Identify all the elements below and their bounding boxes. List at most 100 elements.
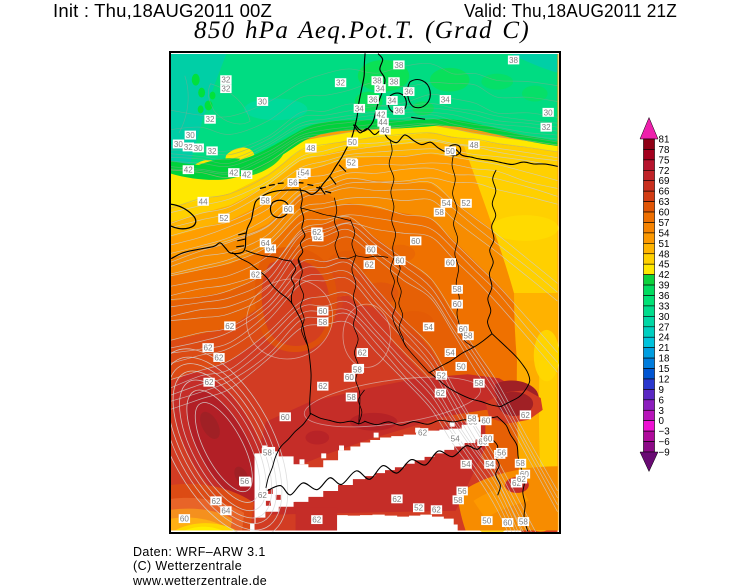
svg-text:42: 42 bbox=[377, 110, 387, 119]
svg-text:0: 0 bbox=[659, 416, 665, 427]
svg-text:50: 50 bbox=[446, 147, 456, 156]
svg-text:50: 50 bbox=[348, 138, 358, 147]
svg-text:64: 64 bbox=[261, 239, 271, 248]
svg-text:48: 48 bbox=[659, 249, 670, 260]
svg-text:64: 64 bbox=[221, 507, 231, 516]
svg-text:15: 15 bbox=[659, 364, 670, 375]
svg-text:54: 54 bbox=[451, 435, 461, 444]
svg-text:62: 62 bbox=[517, 475, 527, 484]
svg-text:60: 60 bbox=[520, 470, 530, 479]
svg-text:58: 58 bbox=[464, 332, 474, 341]
svg-text:62: 62 bbox=[521, 411, 531, 420]
svg-text:56: 56 bbox=[289, 178, 299, 187]
svg-text:30: 30 bbox=[544, 108, 554, 117]
svg-text:46: 46 bbox=[381, 126, 391, 135]
svg-text:9: 9 bbox=[659, 385, 664, 396]
svg-text:38: 38 bbox=[389, 78, 399, 87]
svg-text:60: 60 bbox=[411, 237, 421, 246]
svg-text:62: 62 bbox=[205, 378, 215, 387]
svg-text:54: 54 bbox=[300, 169, 310, 178]
svg-text:62: 62 bbox=[358, 349, 368, 358]
svg-text:27: 27 bbox=[659, 322, 670, 333]
svg-text:44: 44 bbox=[379, 118, 389, 127]
svg-text:60: 60 bbox=[345, 373, 355, 382]
svg-text:62: 62 bbox=[436, 389, 446, 398]
svg-text:21: 21 bbox=[659, 343, 670, 354]
svg-text:57: 57 bbox=[659, 218, 670, 229]
svg-text:58: 58 bbox=[347, 393, 357, 402]
svg-text:54: 54 bbox=[442, 199, 452, 208]
svg-text:30: 30 bbox=[659, 312, 670, 323]
svg-text:51: 51 bbox=[659, 239, 670, 250]
svg-text:52: 52 bbox=[219, 214, 229, 223]
svg-text:18: 18 bbox=[659, 354, 670, 365]
svg-text:39: 39 bbox=[659, 281, 670, 292]
svg-text:32: 32 bbox=[542, 123, 552, 132]
svg-text:32: 32 bbox=[221, 85, 231, 94]
svg-text:58: 58 bbox=[454, 496, 464, 505]
svg-text:56: 56 bbox=[240, 477, 250, 486]
svg-text:32: 32 bbox=[184, 143, 194, 152]
svg-text:58: 58 bbox=[467, 415, 477, 424]
svg-text:60: 60 bbox=[318, 307, 328, 316]
svg-text:38: 38 bbox=[394, 61, 404, 70]
svg-text:52: 52 bbox=[414, 504, 424, 513]
svg-text:62: 62 bbox=[312, 228, 322, 237]
svg-text:48: 48 bbox=[306, 144, 316, 153]
svg-text:58: 58 bbox=[435, 208, 445, 217]
svg-text:48: 48 bbox=[469, 141, 479, 150]
svg-text:33: 33 bbox=[659, 301, 670, 312]
svg-text:32: 32 bbox=[208, 147, 218, 156]
svg-text:62: 62 bbox=[211, 497, 221, 506]
svg-text:54: 54 bbox=[446, 349, 456, 358]
svg-text:45: 45 bbox=[659, 260, 670, 271]
svg-text:60: 60 bbox=[503, 519, 513, 528]
svg-text:54: 54 bbox=[462, 460, 472, 469]
svg-text:30: 30 bbox=[194, 144, 204, 153]
svg-text:75: 75 bbox=[659, 155, 670, 166]
svg-text:42: 42 bbox=[659, 270, 670, 281]
svg-text:62: 62 bbox=[418, 429, 428, 438]
svg-text:62: 62 bbox=[392, 495, 402, 504]
svg-text:62: 62 bbox=[432, 506, 442, 515]
svg-text:62: 62 bbox=[251, 270, 261, 279]
svg-text:60: 60 bbox=[395, 257, 405, 266]
svg-text:63: 63 bbox=[659, 197, 670, 208]
svg-text:52: 52 bbox=[347, 159, 357, 168]
svg-text:60: 60 bbox=[180, 515, 190, 524]
svg-text:12: 12 bbox=[659, 374, 670, 385]
svg-text:60: 60 bbox=[281, 413, 291, 422]
svg-text:81: 81 bbox=[659, 135, 670, 146]
svg-text:−3: −3 bbox=[659, 427, 671, 438]
svg-text:62: 62 bbox=[365, 261, 375, 270]
svg-text:62: 62 bbox=[204, 344, 214, 353]
svg-text:3: 3 bbox=[659, 406, 665, 417]
svg-text:36: 36 bbox=[659, 291, 670, 302]
svg-text:60: 60 bbox=[483, 435, 493, 444]
svg-text:52: 52 bbox=[437, 371, 447, 380]
svg-text:32: 32 bbox=[206, 115, 216, 124]
svg-text:42: 42 bbox=[242, 171, 252, 180]
svg-text:32: 32 bbox=[336, 79, 346, 88]
svg-text:30: 30 bbox=[258, 97, 268, 106]
svg-text:58: 58 bbox=[318, 318, 328, 327]
svg-text:78: 78 bbox=[659, 145, 670, 156]
svg-text:32: 32 bbox=[221, 76, 231, 85]
svg-text:30: 30 bbox=[174, 140, 184, 149]
svg-text:44: 44 bbox=[199, 197, 209, 206]
svg-text:62: 62 bbox=[312, 516, 322, 525]
svg-text:58: 58 bbox=[453, 285, 463, 294]
svg-text:62: 62 bbox=[225, 322, 235, 331]
svg-text:52: 52 bbox=[462, 199, 472, 208]
svg-text:60: 60 bbox=[367, 246, 377, 255]
svg-text:62: 62 bbox=[313, 233, 323, 242]
svg-text:60: 60 bbox=[453, 300, 463, 309]
svg-text:36: 36 bbox=[404, 88, 414, 97]
svg-text:−9: −9 bbox=[659, 448, 670, 459]
svg-text:62: 62 bbox=[214, 353, 224, 362]
svg-text:66: 66 bbox=[659, 187, 670, 198]
svg-text:56: 56 bbox=[458, 487, 468, 496]
svg-text:38: 38 bbox=[509, 56, 519, 65]
svg-text:30: 30 bbox=[186, 131, 196, 140]
svg-text:72: 72 bbox=[659, 166, 670, 177]
